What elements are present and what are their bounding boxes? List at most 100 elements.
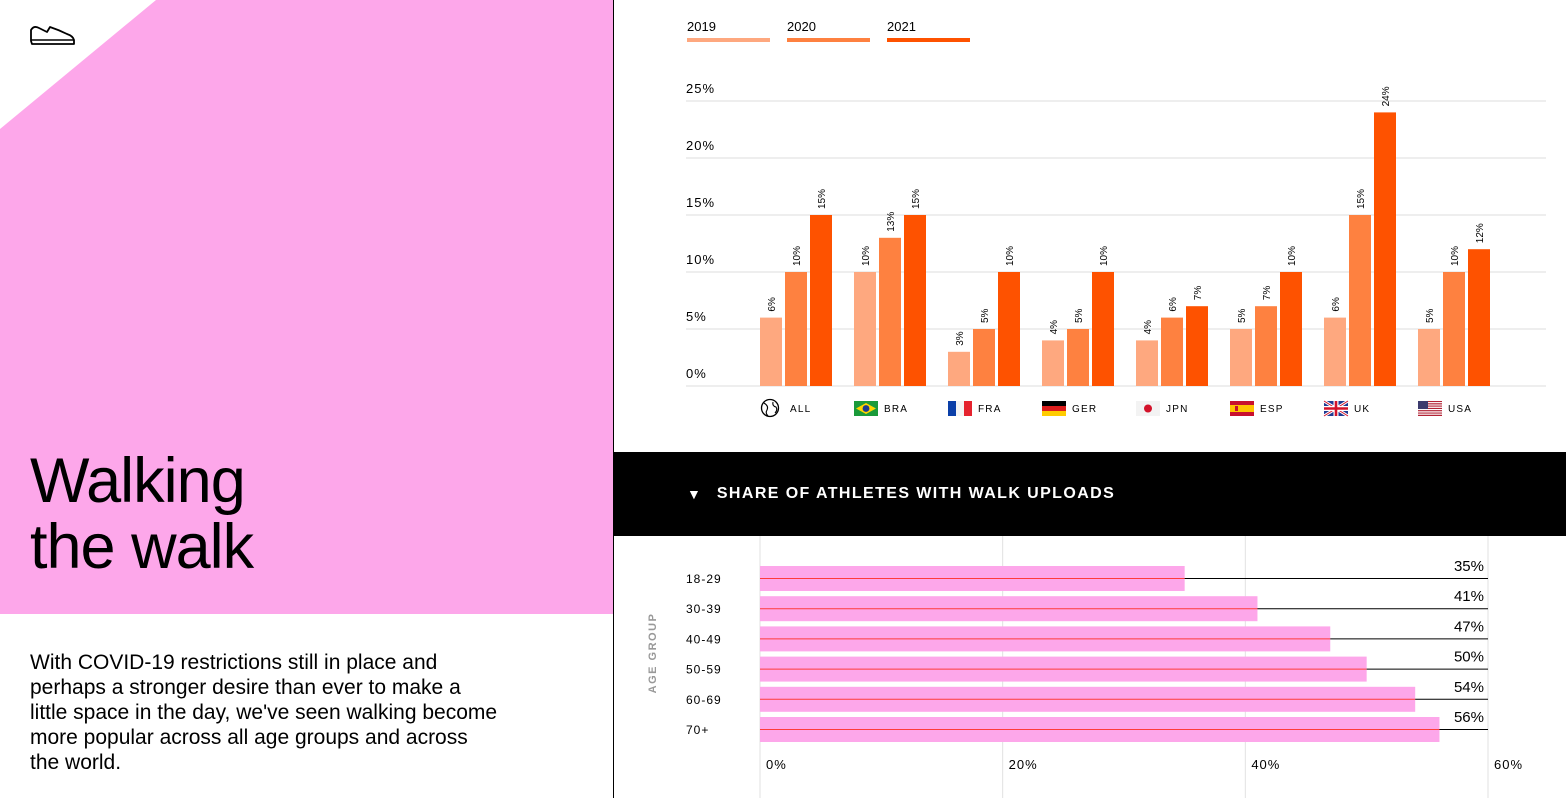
legend-swatch-2019 xyxy=(687,38,770,42)
data-label: 7% xyxy=(1262,286,1273,301)
category-label: 50-59 xyxy=(686,663,722,677)
category-label: UK xyxy=(1354,404,1370,415)
flag-stripe xyxy=(1042,401,1066,406)
data-label: 4% xyxy=(1143,320,1154,335)
title-line-1: Walking xyxy=(30,446,246,516)
shoe-icon xyxy=(30,25,75,45)
data-label: 3% xyxy=(955,331,966,346)
flag-stripe xyxy=(1418,402,1442,404)
bar-fra-2020 xyxy=(973,329,995,386)
category-label: 70+ xyxy=(686,723,709,737)
data-label: 6% xyxy=(767,297,778,312)
value-label: 50% xyxy=(1454,649,1484,666)
flag-stripe xyxy=(1418,411,1442,413)
bar-uk-2020 xyxy=(1349,215,1371,386)
title-line-2: the walk xyxy=(30,512,254,582)
bar-uk-2021 xyxy=(1374,112,1396,387)
globe-continents xyxy=(763,401,778,417)
bar-esp-2021 xyxy=(1280,272,1302,386)
category-label: ESP xyxy=(1260,404,1284,415)
right-panel: 2019 2020 2021 0% 5% 10% 15% 20% 25% 6% 10% 15% ALL 1… xyxy=(614,0,1566,798)
section-toggle-bar[interactable]: ▼ SHARE OF ATHLETES WITH WALK UPLOADS xyxy=(614,452,1566,536)
flag-stripe xyxy=(1418,403,1442,405)
legend-label-2020: 2020 xyxy=(787,19,816,34)
flag-bra-icon xyxy=(854,401,878,416)
flag-stripe xyxy=(1418,414,1442,416)
category-label: ALL xyxy=(790,404,811,415)
category-label: GER xyxy=(1072,404,1097,415)
x-tick-label: 20% xyxy=(1009,757,1038,772)
bar-bra-2021 xyxy=(904,215,926,386)
data-label: 15% xyxy=(817,189,828,209)
flag-stripe xyxy=(1418,410,1442,412)
flag-sun xyxy=(1144,404,1152,413)
flag-stripe xyxy=(1418,413,1442,415)
data-label: 13% xyxy=(886,212,897,232)
category-label: JPN xyxy=(1166,404,1189,415)
data-label: 5% xyxy=(1074,308,1085,323)
data-label: 4% xyxy=(1049,320,1060,335)
triangle-down-icon[interactable]: ▼ xyxy=(687,486,701,502)
y-tick-label: 0% xyxy=(686,366,707,381)
bar-jpn-2019 xyxy=(1136,340,1158,386)
flag-esp-icon xyxy=(1230,401,1254,416)
bar-all-2020 xyxy=(785,272,807,386)
value-label: 47% xyxy=(1454,618,1484,635)
flag-stripe xyxy=(948,401,956,416)
data-label: 6% xyxy=(1331,297,1342,312)
legend-label-2021: 2021 xyxy=(887,19,916,34)
legend-label-2019: 2019 xyxy=(687,19,716,34)
category-label: 18-29 xyxy=(686,572,722,586)
y-tick-label: 15% xyxy=(686,195,715,210)
bar-fra-2019 xyxy=(948,351,970,386)
pink-panel xyxy=(0,0,613,614)
data-label: 10% xyxy=(792,246,803,266)
y-tick-label: 10% xyxy=(686,252,715,267)
bar-usa-2020 xyxy=(1443,272,1465,386)
intro-paragraph: With COVID-19 restrictions still in plac… xyxy=(30,651,498,774)
bar-jpn-2021 xyxy=(1186,306,1208,386)
data-label: 12% xyxy=(1475,223,1486,243)
bar-usa-2021 xyxy=(1468,249,1490,386)
data-label: 5% xyxy=(1425,308,1436,323)
data-label: 10% xyxy=(1005,246,1016,266)
data-label: 5% xyxy=(980,308,991,323)
bar-bra-2020 xyxy=(879,237,901,386)
bar-all-2019 xyxy=(760,317,782,386)
flag-stripe xyxy=(1042,411,1066,416)
x-tick-label: 40% xyxy=(1251,757,1280,772)
flag-band xyxy=(1230,405,1254,412)
flag-stripe xyxy=(1418,401,1442,403)
flag-uk-icon xyxy=(1323,399,1349,418)
value-label: 54% xyxy=(1454,679,1484,696)
bar-uk-2019 xyxy=(1324,317,1346,386)
data-label: 10% xyxy=(1099,246,1110,266)
data-label: 24% xyxy=(1381,86,1392,106)
y-tick-label: 25% xyxy=(686,81,715,96)
data-label: 7% xyxy=(1193,286,1204,301)
age-group-chart: 0% 20% 40% 60% AGE GROUP 18-29 35% 30-39 41% 40-4… xyxy=(647,536,1523,798)
globe-outline xyxy=(760,398,780,418)
bar-fra-2021 xyxy=(998,272,1020,386)
bar-jpn-2020 xyxy=(1161,317,1183,386)
flag-fra-icon xyxy=(948,401,972,416)
bar-ger-2021 xyxy=(1092,272,1114,386)
category-label: USA xyxy=(1448,404,1472,415)
page-title: Walking the walk xyxy=(30,446,254,582)
flag-stripe xyxy=(1418,412,1442,414)
left-panel: Walking the walk With COVID-19 restricti… xyxy=(0,0,613,798)
flag-stripe xyxy=(964,401,972,416)
flag-ger-icon xyxy=(1042,401,1066,416)
data-label: 10% xyxy=(861,246,872,266)
bar-usa-2019 xyxy=(1418,329,1440,386)
category-label: 40-49 xyxy=(686,632,722,646)
y-tick-label: 5% xyxy=(686,309,707,324)
bar-ger-2019 xyxy=(1042,340,1064,386)
flag-globe xyxy=(862,405,870,412)
data-label: 15% xyxy=(1356,189,1367,209)
data-label: 15% xyxy=(911,189,922,209)
value-label: 56% xyxy=(1454,709,1484,726)
flag-canton xyxy=(1418,401,1428,409)
x-tick-label: 60% xyxy=(1494,757,1523,772)
flag-stripe xyxy=(1418,406,1442,408)
